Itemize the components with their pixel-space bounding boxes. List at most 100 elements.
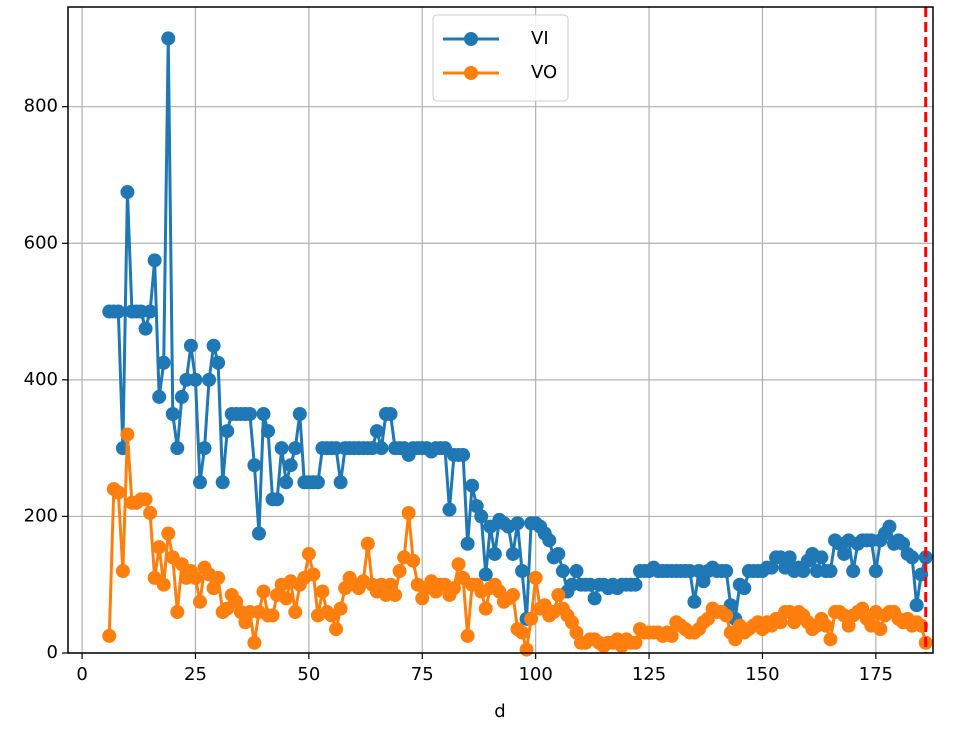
data-point [247, 458, 262, 473]
data-point [310, 475, 325, 490]
data-point [288, 441, 303, 456]
data-point [152, 389, 167, 404]
data-point [279, 591, 294, 606]
data-point [161, 31, 176, 46]
data-point [542, 533, 557, 548]
data-point [782, 550, 797, 565]
data-point [301, 546, 316, 561]
data-point [451, 557, 466, 572]
data-point [868, 564, 883, 579]
data-point [256, 406, 271, 421]
data-point [102, 628, 117, 643]
data-point [220, 424, 235, 439]
data-point [551, 546, 566, 561]
data-point [170, 605, 185, 620]
data-point [460, 536, 475, 551]
data-point [442, 502, 457, 517]
data-point [474, 509, 489, 524]
data-point [215, 475, 230, 490]
data-point [360, 536, 375, 551]
data-point [406, 553, 421, 568]
data-point [247, 635, 262, 650]
x-tick-label: 75 [411, 664, 434, 685]
data-point [333, 601, 348, 616]
data-point [174, 389, 189, 404]
data-point [115, 564, 130, 579]
data-point [374, 441, 389, 456]
data-point [197, 441, 212, 456]
data-point [515, 625, 530, 640]
data-point [192, 475, 207, 490]
data-point [202, 372, 217, 387]
data-point [251, 526, 266, 541]
legend-label: VO [531, 62, 557, 83]
data-point [183, 338, 198, 353]
data-point [505, 587, 520, 602]
data-point [905, 550, 920, 565]
data-point [306, 567, 321, 582]
data-point [383, 406, 398, 421]
data-point [818, 618, 833, 633]
data-point [456, 447, 471, 462]
data-point [120, 427, 135, 442]
axes-frame [67, 6, 934, 654]
data-point [478, 601, 493, 616]
data-point [288, 605, 303, 620]
data-point [315, 584, 330, 599]
data-point [211, 355, 226, 370]
data-point [873, 622, 888, 637]
y-tick-label: 800 [24, 96, 58, 117]
x-tick-label: 175 [859, 664, 893, 685]
data-point [719, 608, 734, 623]
data-point [156, 355, 171, 370]
data-point [369, 424, 384, 439]
data-point [909, 598, 924, 613]
data-point [242, 406, 257, 421]
data-point [111, 304, 126, 319]
data-point [274, 441, 289, 456]
data-point [628, 635, 643, 650]
y-tick-label: 200 [24, 505, 58, 526]
data-point [333, 475, 348, 490]
data-point [510, 516, 525, 531]
data-point [918, 550, 933, 565]
data-point [465, 478, 480, 493]
data-point [487, 546, 502, 561]
data-point [143, 304, 158, 319]
data-point [505, 546, 520, 561]
data-point [524, 611, 539, 626]
series-line [109, 36, 928, 621]
data-point [261, 424, 276, 439]
data-point [569, 564, 584, 579]
data-point [515, 564, 530, 579]
data-point [664, 628, 679, 643]
data-point [138, 492, 153, 507]
data-point [111, 485, 126, 500]
data-point [143, 506, 158, 521]
data-point [152, 540, 167, 555]
x-tick-label: 0 [76, 664, 87, 685]
data-point [188, 570, 203, 585]
data-point [206, 338, 221, 353]
data-point [846, 564, 861, 579]
x-tick-label: 125 [632, 664, 666, 685]
data-point [551, 587, 566, 602]
data-point [719, 564, 734, 579]
data-point [460, 628, 475, 643]
data-point [156, 577, 171, 592]
data-point [392, 564, 407, 579]
x-axis-label: d [494, 701, 505, 722]
data-point [147, 253, 162, 268]
data-point [292, 406, 307, 421]
data-point [814, 550, 829, 565]
data-point [737, 581, 752, 596]
y-tick-label: 600 [24, 232, 58, 253]
data-point [329, 622, 344, 637]
data-point [587, 591, 602, 606]
x-tick-label: 150 [745, 664, 779, 685]
data-point [401, 506, 416, 521]
data-point [165, 406, 180, 421]
data-point [555, 564, 570, 579]
